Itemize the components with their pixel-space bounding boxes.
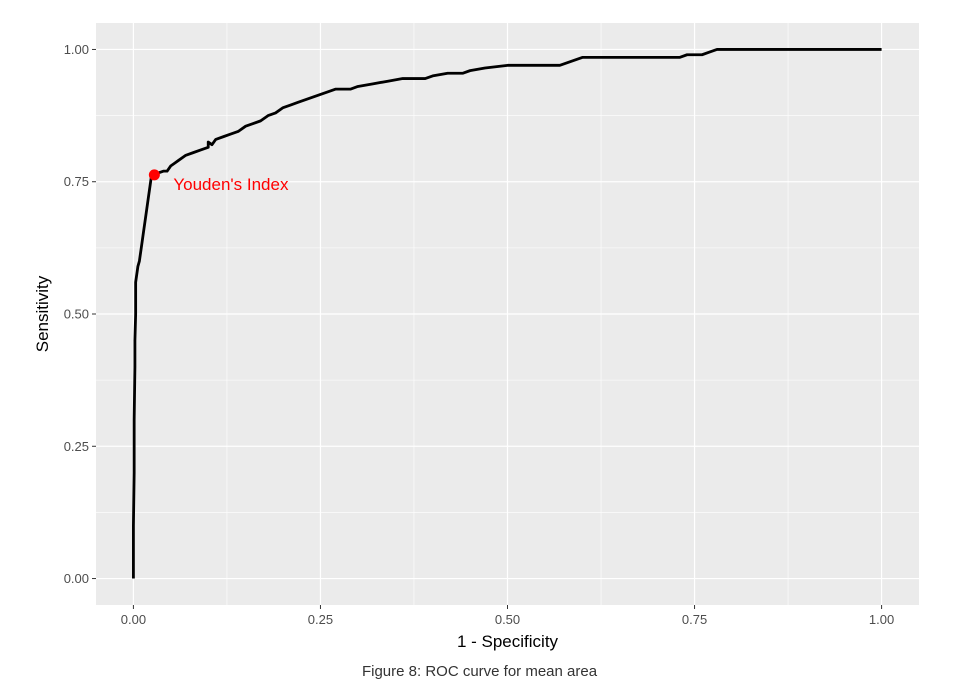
x-tick-label: 0.25 xyxy=(308,612,333,627)
x-tick-label: 0.50 xyxy=(495,612,520,627)
y-tick-label: 0.50 xyxy=(64,307,89,322)
axis-ticks xyxy=(92,48,883,609)
y-tick-label: 0.25 xyxy=(64,439,89,454)
roc-curve-line xyxy=(132,48,882,579)
y-axis-title: Sensitivity xyxy=(33,275,52,352)
tick-labels: 0.00 0.25 0.50 0.75 1.00 0.00 0.25 0.50 0.75 1.00 xyxy=(64,42,895,627)
x-tick-label: 0.00 xyxy=(121,612,146,627)
youden-index-point xyxy=(148,169,160,181)
y-tick-label: 0.75 xyxy=(64,174,89,189)
figure-caption: Figure 8: ROC curve for mean area xyxy=(361,663,598,680)
y-tick-label: 0.00 xyxy=(64,571,89,586)
x-tick-label: 1.00 xyxy=(869,612,894,627)
x-tick-label: 0.75 xyxy=(682,612,707,627)
major-gridlines xyxy=(96,23,919,605)
x-axis-title: 1 - Specificity xyxy=(457,632,559,651)
roc-chart: 0.00 0.25 0.50 0.75 1.00 0.00 0.25 0.50 0.75 1.00… xyxy=(33,23,919,651)
y-tick-label: 1.00 xyxy=(64,42,89,57)
youden-index-label: Youden's Index xyxy=(173,175,289,194)
